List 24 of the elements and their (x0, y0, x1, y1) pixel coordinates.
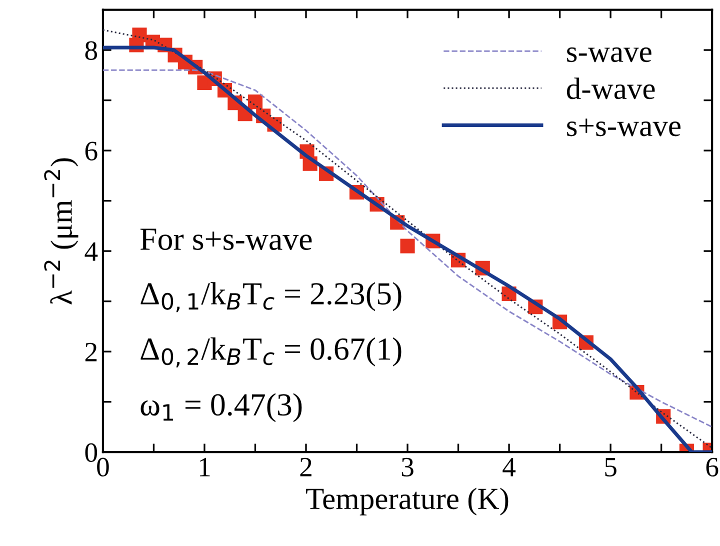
y-tick-label: 8 (85, 41, 98, 60)
y-axis-title: λ$^{−2}$ (μm$^{−2}$) (44, 158, 78, 304)
x-axis-title: Temperature (K) (306, 488, 508, 516)
legend-label: s-wave (567, 47, 652, 62)
annotation: Δ$_{0,1}$/k$_{B}$T$_{c}$ = 2.23(5) (140, 282, 402, 312)
x-tick-label: 4 (502, 458, 516, 476)
annotation: For s+s-wave (140, 228, 312, 250)
annotation: Δ$_{0,2}$/k$_{B}$T$_{c}$ = 0.67(1) (140, 337, 402, 368)
point (400, 238, 415, 254)
x-tick-label: 3 (402, 458, 414, 476)
x-tick-label: 6 (706, 458, 718, 476)
annotation: ω$_{1}$ = 0.47(3) (140, 393, 302, 422)
x-tick-label: 2 (300, 458, 312, 476)
x-tick-label: 1 (200, 458, 210, 476)
y-tick-label: 4 (84, 242, 98, 261)
point (248, 94, 263, 110)
y-tick-label: 6 (85, 142, 98, 160)
legend-label: s+s-wave (567, 118, 680, 136)
point (132, 28, 147, 42)
y-tick-label: 2 (85, 342, 97, 362)
x-tick-label: 0 (97, 458, 109, 476)
x-tick-label: 5 (605, 458, 616, 476)
legend-label: d-wave (566, 78, 655, 100)
y-tick-label: 0 (85, 443, 98, 462)
